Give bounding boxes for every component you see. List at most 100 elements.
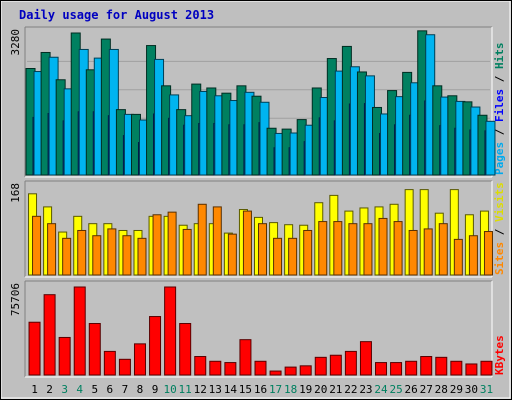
- day-label: 30: [465, 383, 478, 396]
- bar-sites-day-7: [122, 235, 132, 276]
- bar-kbytes-day-18: [284, 366, 297, 376]
- bar-kbytes-day-12: [194, 356, 207, 376]
- day-label: 26: [405, 383, 418, 396]
- bar-kbytes-day-26: [405, 360, 418, 376]
- bar-sites-day-28: [438, 223, 448, 276]
- bar-sites-day-14: [227, 233, 237, 276]
- bar-kbytes-day-5: [88, 323, 101, 376]
- bar-sites-day-4: [77, 229, 87, 276]
- day-label: 4: [76, 383, 83, 396]
- day-label: 2: [46, 383, 53, 396]
- series-legend-3: KBytes: [493, 335, 506, 375]
- bar-kbytes-day-8: [133, 343, 146, 376]
- bar-kbytes-day-15: [239, 339, 252, 376]
- legend-entry: /: [493, 122, 506, 142]
- day-label: 15: [239, 383, 252, 396]
- bar-kbytes-day-23: [359, 341, 372, 376]
- bar-sites-day-17: [273, 237, 283, 276]
- day-label: 12: [194, 383, 207, 396]
- bar-sites-day-29: [453, 238, 463, 276]
- bar-sites-day-26: [408, 229, 418, 276]
- bar-sites-day-15: [242, 210, 252, 276]
- bar-sites-day-1: [32, 215, 42, 276]
- day-label: 28: [435, 383, 448, 396]
- bar-kbytes-day-28: [435, 356, 448, 376]
- day-label: 22: [344, 383, 357, 396]
- series-legend-2: Sites / Visits: [493, 182, 506, 275]
- bar-kbytes-day-1: [28, 321, 41, 376]
- bar-kbytes-day-4: [73, 286, 86, 376]
- bar-sites-day-2: [47, 223, 57, 276]
- bar-kbytes-day-3: [58, 336, 71, 376]
- legend-entry: Pages: [493, 142, 506, 175]
- bar-sites-day-23: [363, 223, 373, 276]
- day-label: 7: [122, 383, 129, 396]
- chart-panels: 3280 Pages / Files / Hits 168 Sites / Visit…: [9, 26, 506, 378]
- bar-kbytes-day-21: [329, 354, 342, 376]
- y-axis-max-label: 3280: [9, 29, 22, 56]
- bar-sites-day-27: [423, 228, 433, 276]
- bar-sites-day-18: [288, 237, 298, 276]
- bar-sites-day-9: [152, 214, 162, 276]
- bar-kbytes-day-29: [450, 360, 463, 376]
- series-legend-1: Pages / Files / Hits: [493, 43, 506, 176]
- legend-entry: KBytes: [493, 335, 506, 375]
- day-label: 14: [224, 383, 238, 396]
- day-label: 19: [299, 383, 312, 396]
- bar-pages-day-31: [485, 120, 496, 176]
- bar-kbytes-day-10: [164, 286, 177, 376]
- bar-kbytes-day-19: [299, 365, 312, 376]
- day-label: 17: [269, 383, 282, 396]
- bar-sites-day-13: [212, 206, 222, 276]
- bar-sites-day-30: [468, 235, 478, 276]
- y-axis-max-label: 168: [9, 183, 22, 203]
- day-label: 3: [61, 383, 68, 396]
- bar-kbytes-day-25: [390, 362, 403, 376]
- bar-kbytes-day-14: [224, 362, 237, 376]
- bar-sites-day-21: [333, 221, 343, 276]
- bar-sites-day-19: [303, 229, 313, 276]
- bar-sites-day-24: [378, 217, 388, 276]
- bar-kbytes-day-31: [480, 360, 493, 376]
- legend-entry: /: [493, 222, 506, 242]
- day-label: 18: [284, 383, 297, 396]
- day-label: 1: [31, 383, 38, 396]
- bar-sites-day-22: [348, 223, 358, 276]
- day-label: 27: [420, 383, 433, 396]
- day-label: 9: [152, 383, 159, 396]
- day-label: 5: [91, 383, 98, 396]
- panel-1: 3280 Pages / Files / Hits: [9, 26, 506, 178]
- legend-entry: Files: [493, 89, 506, 122]
- day-label: 29: [450, 383, 463, 396]
- bar-sites-day-6: [107, 228, 117, 276]
- bar-kbytes-day-2: [43, 294, 56, 376]
- bar-sites-day-10: [167, 211, 177, 276]
- day-label: 13: [209, 383, 222, 396]
- bar-sites-day-25: [393, 221, 403, 276]
- bar-kbytes-day-24: [375, 362, 388, 376]
- bar-sites-day-8: [137, 237, 147, 276]
- day-label: 8: [137, 383, 144, 396]
- bar-kbytes-day-17: [269, 370, 282, 376]
- day-label: 16: [254, 383, 267, 396]
- legend-entry: Visits: [493, 182, 506, 222]
- panel-3: 75706 KBytes: [9, 280, 506, 378]
- bar-kbytes-day-27: [420, 356, 433, 376]
- bar-kbytes-day-7: [118, 358, 131, 376]
- bar-sites-day-12: [197, 203, 207, 276]
- bar-kbytes-day-13: [209, 360, 222, 376]
- y-axis-max-label: 75706: [9, 283, 22, 316]
- day-label: 25: [389, 383, 402, 396]
- day-label: 10: [163, 383, 176, 396]
- bar-sites-day-16: [258, 223, 267, 276]
- bar-kbytes-day-22: [344, 350, 357, 376]
- bar-kbytes-day-16: [254, 360, 267, 376]
- legend-entry: Sites: [493, 242, 506, 275]
- bar-kbytes-day-11: [179, 323, 192, 376]
- panel-2: 168 Sites / Visits: [9, 180, 506, 278]
- bar-kbytes-day-30: [465, 363, 478, 376]
- bar-kbytes-day-6: [103, 350, 116, 376]
- bar-sites-day-5: [92, 235, 102, 276]
- bar-sites-day-11: [182, 228, 192, 276]
- bar-sites-day-3: [62, 237, 72, 276]
